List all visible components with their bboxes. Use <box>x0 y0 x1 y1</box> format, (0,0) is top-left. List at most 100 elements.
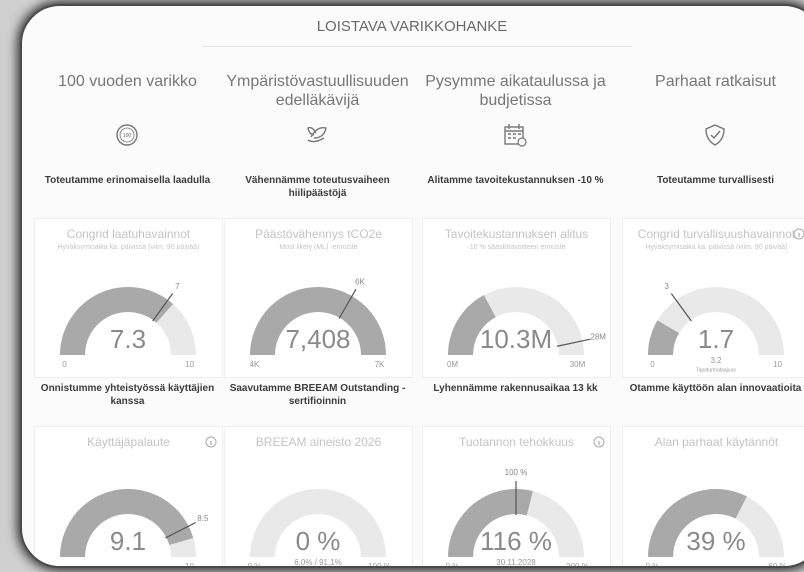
gauge-title: BREEAM aineisto 2026 <box>255 435 382 449</box>
gauge-value: 116 % <box>480 526 552 556</box>
gauge-note: Tapaturmataajuus <box>696 367 736 373</box>
gauge-track <box>648 287 784 355</box>
gauge-value-arc <box>448 295 496 355</box>
gauge-value: 7.3 <box>110 324 146 354</box>
gauge-value: 9.1 <box>110 526 146 556</box>
gauge-value-arc <box>250 287 386 355</box>
gauge-title: Congrid laatuhavainnot <box>66 227 191 241</box>
icon-circle <box>116 124 138 146</box>
column-icon <box>504 124 527 147</box>
goal-text: Saavutamme BREEAM Outstanding -sertifioi… <box>229 383 406 407</box>
gauge-target <box>338 288 357 319</box>
gauge-card: Congrid laatuhavainnot Hyväksymisaika ka.… <box>34 218 223 378</box>
gauge-value: 1.7 <box>698 324 734 354</box>
column: Pysymme aikataulussa ja budjetissa Alitam… <box>418 6 613 568</box>
gauge: 39 % 0 % 60 % <box>646 489 787 568</box>
gauge-tick-label: 60 % <box>768 562 786 568</box>
gauge-note: 3.2 <box>710 356 722 365</box>
gauge-tick-label: 200 % <box>566 562 589 568</box>
icon-clock <box>517 137 527 147</box>
column-title: Parhaat ratkaisut <box>655 73 776 90</box>
gauge-card: Käyttäjäpalaute 9.1 10 8.5 <box>34 426 223 568</box>
gauge-card: Congrid turvallisuushavainnot Hyväksymisa… <box>622 218 804 378</box>
column-icon: 100 <box>116 124 138 146</box>
gauge: 116 % 0 % 200 % 100 % 30.11.2028 <box>446 468 589 568</box>
goal-text: Onnistumme yhteistyössä käyttäjien kanss… <box>40 383 215 407</box>
gauge-value-arc <box>648 320 679 355</box>
goal-text: Lyhennämme rakennusaikaa 13 kk <box>433 383 598 394</box>
gauge-tick-label: 4K <box>250 360 260 369</box>
gauge-title: Käyttäjäpalaute <box>87 435 170 449</box>
gauge-tick-label: 0 % <box>446 562 460 568</box>
gauge-tick-label: 7K <box>375 360 385 369</box>
gauge-tick-label: 0 <box>650 360 655 369</box>
gauge-target <box>670 293 692 322</box>
info-icon <box>205 436 217 448</box>
column-title: Ympäristövastuullisuuden edelläkävijä <box>226 73 409 109</box>
gauge: 7.3 0 10 7 <box>60 282 196 369</box>
goal-text: Alitamme tavoitekustannuksen -10 % <box>427 175 604 186</box>
column-title: Pysymme aikataulussa ja budjetissa <box>425 73 606 109</box>
gauge-subtitle: -10 % säästötavoitteen ennuste <box>467 244 566 251</box>
gauge-track <box>250 489 386 557</box>
icon-calendar-lines <box>505 124 523 139</box>
gauge-card: Päästövähennys tCO2e Most likely (ML) -en… <box>224 218 413 378</box>
info-circle <box>205 436 217 448</box>
dashboard-title: LOISTAVA VARIKKOHANKE <box>316 18 508 35</box>
column-title: 100 vuoden varikko <box>58 73 197 90</box>
gauge-target <box>556 338 591 347</box>
gauge-value: 39 % <box>686 526 745 556</box>
gauge-value-arc <box>60 286 173 355</box>
info-icon <box>593 436 605 448</box>
icon-calendar <box>504 126 524 145</box>
gauge-subtitle: Most likely (ML) -ennuste <box>279 244 358 251</box>
gauge-tick-label: 0 % <box>646 562 660 568</box>
column: 100 vuoden varikko 100 Toteutamme erinomai… <box>30 6 225 568</box>
info-circle <box>593 436 605 448</box>
gauge-tick-label: 10 <box>773 360 782 369</box>
gauge-target <box>152 293 174 322</box>
gauge-target-label: 3 <box>664 282 669 291</box>
goal-text: Toteutamme turvallisesti <box>656 175 775 186</box>
gauge-card: Alan parhaat käytännöt 39 % 0 % 60 % <box>622 426 804 568</box>
gauge-tick-label: 10 <box>185 360 194 369</box>
gauge-subtitle: Hyväksymisaika ka. päivissä (viim. 90 pä… <box>57 244 200 251</box>
gauge-target-label: 8.5 <box>197 514 209 523</box>
column: Ympäristövastuullisuuden edelläkävijä Väh… <box>220 6 415 568</box>
gauge-title: Congrid turvallisuushavainnot <box>637 227 796 241</box>
gauge-title: Tuotannon tehokkuus <box>459 435 574 449</box>
icon-leaf <box>307 126 327 143</box>
icon-shield <box>705 124 725 146</box>
column: Parhaat ratkaisut Toteutamme turvallisest… <box>618 6 804 568</box>
gauge: 10.3M 0M 30M 28M <box>447 287 606 369</box>
gauge: 0 % 0 % 100 % 6,0% / 91,1% <box>248 489 391 568</box>
gauge: 1.7 0 10 3 3.2 Tapaturmataajuus <box>648 282 784 373</box>
gauge-target <box>165 521 196 539</box>
gauge-tick-label: 0 <box>62 360 67 369</box>
gauge-tick-label: 10 <box>185 562 194 568</box>
icon-text: 100 <box>123 133 132 139</box>
goal-text: Otamme käyttöön alan innovaatioita <box>629 383 802 394</box>
icon-circle <box>119 127 135 143</box>
gauge-tick-label: 100 % <box>368 562 391 568</box>
gauge-note: 6,0% / 91,1% <box>294 558 342 567</box>
gauge-value: 7,408 <box>285 324 350 354</box>
title-rule <box>202 46 632 47</box>
gauge-subtitle: Hyväksymisaika ka. päivissä (viim. 90 pä… <box>645 244 788 251</box>
gauge-target-label: 100 % <box>505 468 528 477</box>
gauge-value-arc <box>448 489 533 557</box>
gauge-title: Alan parhaat käytännöt <box>654 435 779 449</box>
gauge-target-label: 28M <box>590 333 606 342</box>
column-icon <box>705 124 725 146</box>
gauge-title: Tavoitekustannuksen alitus <box>444 227 589 241</box>
column-icon <box>307 126 327 143</box>
gauge-card: BREEAM aineisto 2026 0 % 0 % 100 % 6,0% / 91… <box>224 426 413 568</box>
gauge-target-label: 6K <box>355 277 365 286</box>
gauge-note: 30.11.2028 <box>496 558 536 567</box>
info-circle <box>793 228 804 240</box>
gauge-title: Päästövähennys tCO2e <box>255 227 382 241</box>
goal-text: Vähennämme toteutusvaiheen hiilipäästöjä <box>245 175 390 199</box>
gauge-value-arc <box>648 489 747 557</box>
gauge-value: 10.3M <box>480 324 552 354</box>
